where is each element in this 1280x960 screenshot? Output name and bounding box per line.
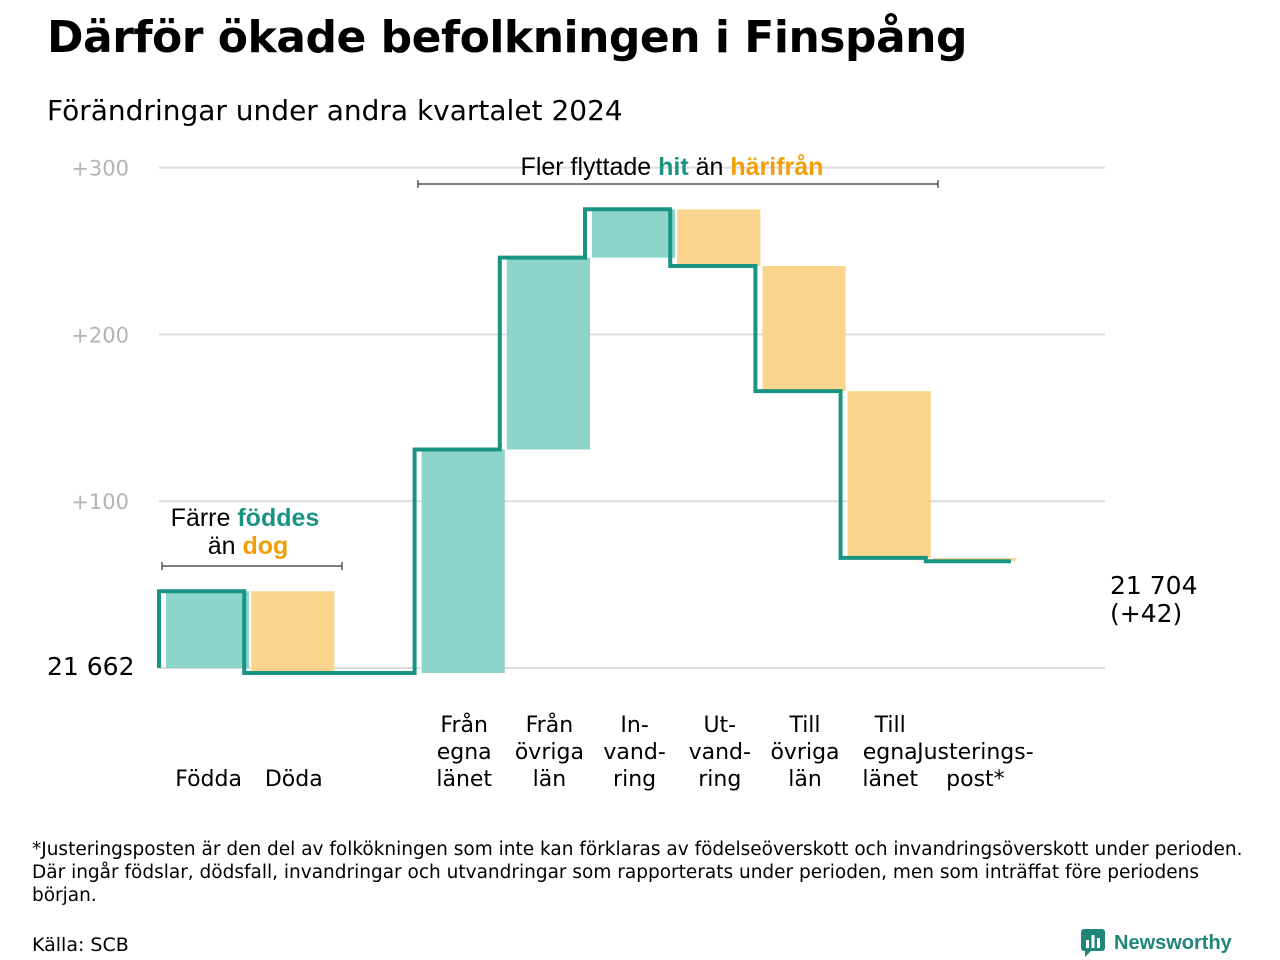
- y-tick-label: +200: [71, 323, 129, 347]
- bar: [762, 266, 846, 392]
- y-axis-ticks: +100 +200 +300: [71, 157, 129, 515]
- category-label: ring: [698, 767, 741, 792]
- bar: [592, 209, 676, 258]
- category-label: egna: [437, 740, 492, 765]
- category-label: Döda: [265, 767, 323, 792]
- waterfall-step-line: [157, 207, 1011, 676]
- category-label: övriga: [770, 740, 839, 765]
- bars: [166, 209, 1016, 674]
- bar: [251, 591, 335, 674]
- category-label: län: [788, 767, 822, 792]
- category-label: länet: [862, 767, 918, 792]
- bar: [421, 449, 505, 674]
- waterfall-chart: +100+200+300 Födda DödaFrånegnalänetFrånö…: [47, 153, 1197, 792]
- category-label: Från: [526, 712, 574, 738]
- category-label: Till: [788, 713, 820, 738]
- chart-bubble-icon: [1081, 929, 1105, 957]
- y-tick-label: +300: [71, 157, 129, 181]
- start-value-label: 21 662: [47, 652, 134, 681]
- migration-bracket: [417, 180, 939, 188]
- end-value-label: 21 704: [1110, 571, 1197, 600]
- category-label: Från: [440, 712, 488, 738]
- source-note: Källa: SCB: [32, 934, 129, 956]
- category-label: Ut-: [703, 713, 736, 738]
- birth-annotation-line1: Färre föddes: [171, 504, 320, 532]
- end-change-label: (+42): [1110, 599, 1182, 628]
- logo-text: Newsworthy: [1114, 931, 1232, 954]
- category-label: övriga: [515, 740, 584, 765]
- birth-annotation: Färre föddes än dog: [161, 504, 343, 570]
- category-label: In-: [620, 713, 648, 738]
- category-label: ring: [613, 767, 656, 792]
- birth-annotation-line2: än dog: [208, 532, 289, 560]
- chart-title: Därför ökade befolkningen i Finspång: [47, 12, 967, 63]
- newsworthy-logo[interactable]: Newsworthy: [1080, 928, 1232, 958]
- category-label: post*: [946, 767, 1005, 792]
- migration-annotation-text: Fler flyttade hit än härifrån: [521, 153, 824, 181]
- category-label: Till: [874, 713, 906, 738]
- category-label: län: [533, 767, 567, 792]
- migration-annotation: Fler flyttade hit än härifrån: [417, 153, 939, 188]
- category-labels: Födda DödaFrånegnalänetFrånövrigalänIn-va…: [175, 712, 1033, 792]
- bar: [677, 209, 761, 267]
- category-label: egna: [863, 740, 918, 765]
- category-label: vand-: [603, 740, 665, 765]
- step-line: [157, 207, 1011, 676]
- category-label: Justerings-: [915, 740, 1034, 765]
- bar: [166, 591, 250, 668]
- category-label: Födda: [175, 767, 242, 792]
- category-label: länet: [436, 767, 492, 792]
- chart-subtitle: Förändringar under andra kvartalet 2024: [47, 94, 623, 127]
- footnote: *Justeringsposten är den del av folkökni…: [32, 839, 1243, 906]
- birth-bracket: [161, 562, 343, 570]
- category-label: vand-: [689, 740, 751, 765]
- bar: [506, 257, 590, 450]
- y-tick-label: +100: [71, 490, 129, 514]
- bar: [847, 391, 931, 558]
